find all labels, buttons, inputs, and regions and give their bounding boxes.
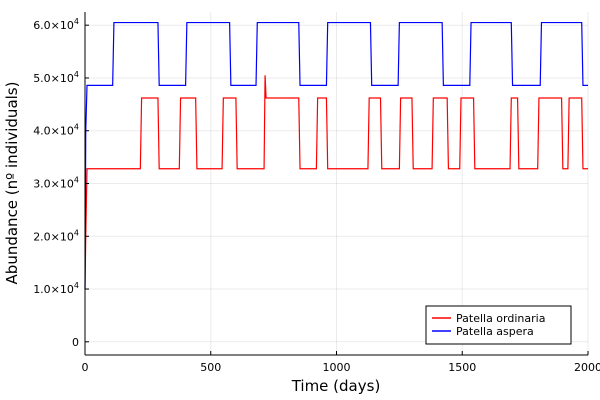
- series-line-patella-aspera: [84, 21, 588, 290]
- x-axis-title: Time (days): [291, 377, 381, 395]
- x-tick-label: 1000: [323, 361, 351, 374]
- legend-box: [425, 305, 572, 345]
- y-tick-label: 2.0×104: [33, 228, 79, 243]
- y-ticks: 0 1.0×104 2.0×104 3.0×104 4.0×104 5.0×104 6.0×…: [33, 17, 89, 349]
- y-axis-title: Abundance (nº individuals): [3, 82, 21, 285]
- x-tick-label: 0: [82, 361, 89, 374]
- x-tick-label: 1500: [448, 361, 476, 374]
- x-tick-label: 2000: [574, 361, 600, 374]
- legend-label-patella-aspera: Patella aspera: [456, 325, 534, 338]
- x-tick-label: 500: [200, 361, 221, 374]
- y-tick-label: 0: [72, 336, 79, 349]
- y-tick-label: 6.0×104: [33, 17, 79, 32]
- grid-layer: [84, 12, 589, 355]
- y-tick-label: 3.0×104: [33, 176, 79, 191]
- y-tick-label: 5.0×104: [33, 70, 79, 85]
- series-line-patella-ordinaria: [84, 75, 588, 290]
- legend: Patella ordinaria Patella aspera: [425, 305, 572, 345]
- x-ticks: 0 500 1000 1500 2000: [82, 351, 600, 374]
- y-tick-label: 1.0×104: [33, 281, 79, 296]
- series-layer: [84, 21, 588, 290]
- y-tick-label: 4.0×104: [33, 123, 79, 138]
- legend-label-patella-ordinaria: Patella ordinaria: [456, 312, 545, 325]
